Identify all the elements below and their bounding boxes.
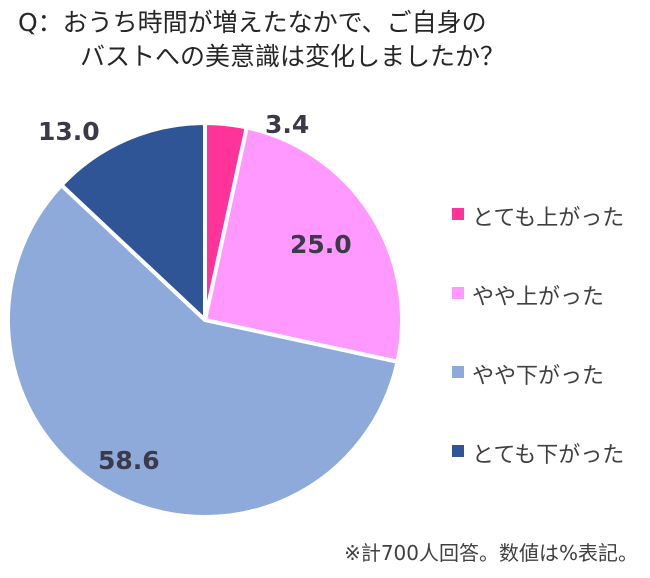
footnote: ※計700人回答。数値は%表記。 bbox=[344, 541, 638, 565]
data-label-very-up: 3.4 bbox=[265, 110, 310, 139]
legend-item-somewhat-down: やや下がった bbox=[452, 358, 624, 437]
slice-very-down bbox=[59, 121, 207, 322]
data-label-somewhat-down: 58.6 bbox=[98, 446, 160, 475]
legend-swatch-icon bbox=[452, 366, 464, 378]
title-line-1: Q：おうち時間が増えたなかで、ご自身の bbox=[18, 8, 487, 37]
legend-item-somewhat-up: やや上がった bbox=[452, 279, 624, 358]
legend-swatch-icon bbox=[452, 445, 464, 457]
legend-swatch-icon bbox=[452, 208, 464, 220]
data-label-somewhat-up: 25.0 bbox=[290, 230, 352, 259]
chart-title: Q：おうち時間が増えたなかで、ご自身の バストへの美意識は変化しましたか？ bbox=[18, 6, 505, 74]
slice-somewhat-down bbox=[6, 183, 400, 519]
legend: とても上がった やや上がった やや下がった とても下がった bbox=[452, 200, 624, 516]
legend-label: とても下がった bbox=[472, 443, 625, 468]
legend-item-very-up: とても上がった bbox=[452, 200, 624, 279]
legend-label: とても上がった bbox=[472, 206, 625, 231]
legend-swatch-icon bbox=[452, 287, 464, 299]
data-label-very-down: 13.0 bbox=[38, 117, 100, 146]
legend-label: やや下がった bbox=[472, 364, 605, 389]
legend-item-very-down: とても下がった bbox=[452, 437, 624, 516]
legend-label: やや上がった bbox=[472, 285, 605, 310]
slice-somewhat-up bbox=[203, 125, 404, 364]
title-line-2: バストへの美意識は変化しましたか？ bbox=[80, 42, 506, 71]
